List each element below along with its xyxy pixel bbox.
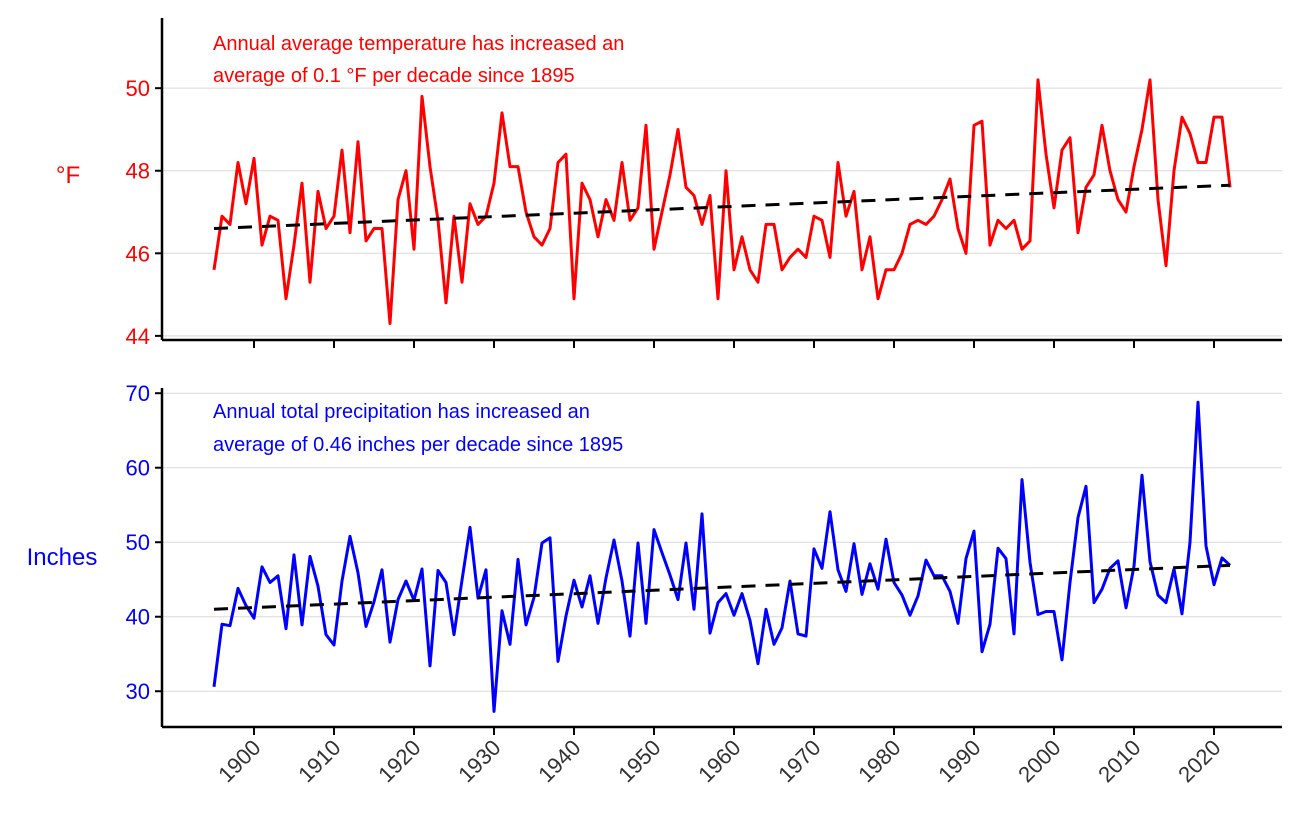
x-tick-label: 2020 [1173, 735, 1225, 787]
y-tick-label: 60 [126, 456, 150, 481]
x-tick-label: 1940 [533, 735, 585, 787]
annotation-line: Annual average temperature has increased… [213, 33, 624, 55]
x-tick-label: 2000 [1013, 735, 1065, 787]
y-axis-label: °F [56, 162, 80, 189]
annotation-line: average of 0.46 inches per decade since … [213, 434, 623, 456]
y-tick-label: 46 [126, 241, 150, 266]
temperature-panel: 44 46 48 50 °F Annual average temperature has… [56, 18, 1282, 349]
x-tick-label: 1970 [773, 735, 825, 787]
x-tick-label: 1900 [213, 735, 265, 787]
x-tick-label: 1960 [693, 735, 745, 787]
annotation-line: average of 0.1 °F per decade since 1895 [213, 65, 575, 87]
y-axis-label: Inches [27, 544, 98, 571]
annotation-line: Annual total precipitation has increased… [213, 401, 590, 423]
trend-line [214, 565, 1230, 609]
x-tick-label: 1980 [853, 735, 905, 787]
x-tick-label: 1950 [613, 735, 665, 787]
precipitation-panel: 30 40 50 60 70 Inches Annual total precipitati… [27, 381, 1282, 787]
x-tick-label: 1990 [933, 735, 985, 787]
x-tick-label: 1920 [373, 735, 425, 787]
x-tick-label: 2010 [1093, 735, 1145, 787]
temperature-series-line [214, 80, 1230, 324]
y-tick-label: 40 [126, 605, 150, 630]
x-tick-label: 1910 [293, 735, 345, 787]
y-tick-label: 30 [126, 679, 150, 704]
y-tick-label: 50 [126, 76, 150, 101]
y-tick-label: 44 [126, 324, 150, 349]
y-tick-label: 70 [126, 381, 150, 406]
y-tick-label: 48 [126, 159, 150, 184]
x-tick-label: 1930 [453, 735, 505, 787]
y-tick-label: 50 [126, 530, 150, 555]
